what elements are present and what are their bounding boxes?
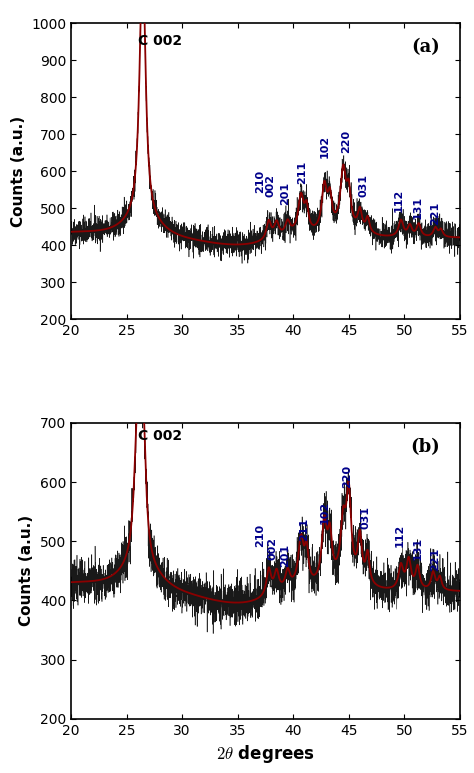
Text: 201: 201 xyxy=(281,182,291,205)
Text: 002: 002 xyxy=(267,537,277,560)
Text: C 002: C 002 xyxy=(138,34,182,48)
Text: 031: 031 xyxy=(360,506,370,530)
Text: 210: 210 xyxy=(255,524,265,547)
Text: 131: 131 xyxy=(412,537,423,560)
Text: 220: 220 xyxy=(343,465,353,488)
Text: 131: 131 xyxy=(412,196,423,220)
Text: 201: 201 xyxy=(281,543,291,567)
Text: (a): (a) xyxy=(411,38,440,56)
Text: 102: 102 xyxy=(319,135,329,158)
Text: 221: 221 xyxy=(430,202,440,225)
Text: 031: 031 xyxy=(358,174,368,197)
Text: C 002: C 002 xyxy=(138,429,182,443)
Y-axis label: Counts (a.u.): Counts (a.u.) xyxy=(19,516,34,626)
X-axis label: $\mathbf{2\theta}$ degrees: $\mathbf{2\theta}$ degrees xyxy=(216,744,315,765)
Text: 112: 112 xyxy=(395,524,405,547)
Text: 221: 221 xyxy=(430,547,440,571)
Y-axis label: Counts (a.u.): Counts (a.u.) xyxy=(10,116,26,226)
Text: 102: 102 xyxy=(319,500,329,523)
Text: (b): (b) xyxy=(410,438,440,455)
Text: 112: 112 xyxy=(394,189,404,212)
Text: 220: 220 xyxy=(341,130,352,153)
Text: 210: 210 xyxy=(255,170,265,193)
Text: 002: 002 xyxy=(266,174,276,197)
Text: 211: 211 xyxy=(297,161,307,184)
Text: 211: 211 xyxy=(299,518,310,541)
